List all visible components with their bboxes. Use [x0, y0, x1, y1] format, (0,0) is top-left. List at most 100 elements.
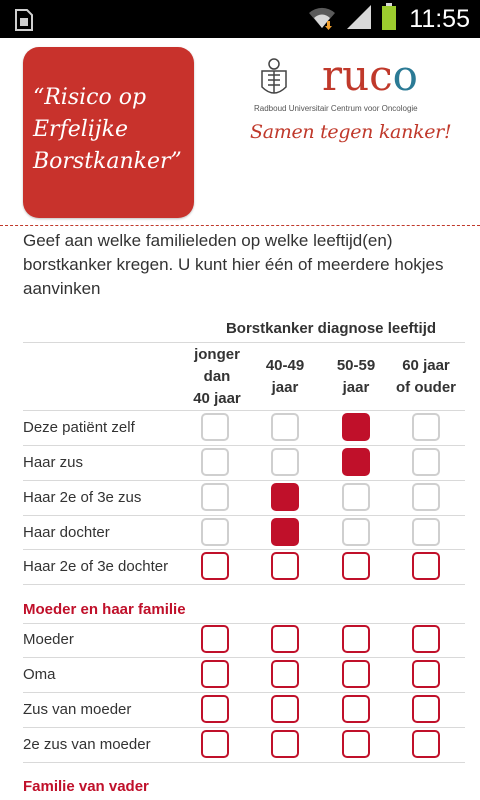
- column-header-line: 40-49: [265, 357, 305, 374]
- checkbox-50-59[interactable]: [342, 483, 370, 511]
- table-row: Haar 2e of 3e dochter: [23, 549, 465, 584]
- checkbox-60-plus[interactable]: [412, 625, 440, 653]
- row-label: Zus van moeder: [23, 701, 132, 718]
- row-divider: [23, 584, 465, 585]
- checkbox-40-49[interactable]: [271, 625, 299, 653]
- brand-subtitle: Radboud Universitair Centrum voor Oncolo…: [254, 104, 418, 113]
- column-header-line: jaar: [271, 379, 299, 396]
- column-header-line: of ouder: [396, 379, 456, 396]
- section-divider: [23, 623, 465, 624]
- row-label: Haar 2e of 3e dochter: [23, 558, 169, 575]
- column-header-line: dan: [203, 368, 231, 385]
- column-header-line: jaar: [342, 379, 370, 396]
- table-row: Moeder: [23, 622, 465, 657]
- column-header-line: 40 jaar: [193, 390, 241, 407]
- column-header-50-59: 50-59 jaar: [320, 355, 392, 399]
- table-row: Deze patiënt zelf: [23, 410, 465, 445]
- row-label: Haar zus: [23, 454, 84, 471]
- checkbox-under-40[interactable]: [201, 660, 229, 688]
- checkbox-40-49[interactable]: [271, 695, 299, 723]
- table-row: Zus van moeder: [23, 692, 465, 727]
- column-header-line: 50-59: [336, 357, 376, 374]
- checkbox-60-plus[interactable]: [412, 660, 440, 688]
- table-row: Oma: [23, 657, 465, 692]
- table-header-divider: [23, 342, 465, 343]
- checkbox-60-plus[interactable]: [412, 483, 440, 511]
- row-divider: [23, 727, 465, 728]
- app-logo-line-1: “Risico op: [33, 85, 147, 110]
- sim-card-icon: [14, 9, 34, 31]
- row-label: Haar 2e of 3e zus: [23, 489, 142, 506]
- section-title-father-family: Familie van vader: [23, 778, 149, 795]
- status-bar: 11:55: [0, 0, 480, 38]
- checkbox-50-59[interactable]: [342, 448, 370, 476]
- checkbox-60-plus[interactable]: [412, 552, 440, 580]
- checkbox-60-plus[interactable]: [412, 695, 440, 723]
- checkbox-40-49[interactable]: [271, 660, 299, 688]
- radboud-emblem-icon: [256, 57, 292, 101]
- checkbox-50-59[interactable]: [342, 660, 370, 688]
- row-label: 2e zus van moeder: [23, 736, 151, 753]
- brand-slogan: Samen tegen kanker!: [250, 121, 452, 143]
- table-row: Haar dochter: [23, 515, 465, 550]
- checkbox-under-40[interactable]: [201, 552, 229, 580]
- row-label: Moeder: [23, 631, 74, 648]
- checkbox-50-59[interactable]: [342, 730, 370, 758]
- row-label: Oma: [23, 666, 56, 683]
- brand-name: ruco: [322, 51, 418, 100]
- row-divider: [23, 657, 465, 658]
- checkbox-50-59[interactable]: [342, 625, 370, 653]
- checkbox-50-59[interactable]: [342, 552, 370, 580]
- checkbox-under-40[interactable]: [201, 695, 229, 723]
- checkbox-40-49[interactable]: [271, 483, 299, 511]
- app-logo-line-2: Erfelijke: [33, 117, 128, 142]
- checkbox-under-40[interactable]: [201, 448, 229, 476]
- column-header-40-49: 40-49 jaar: [249, 355, 321, 399]
- checkbox-under-40[interactable]: [201, 625, 229, 653]
- table-row: Haar zus: [23, 445, 465, 480]
- row-divider: [23, 480, 465, 481]
- column-header-line: jonger: [194, 346, 240, 363]
- intro-text: Geef aan welke familieleden op welke lee…: [23, 231, 444, 298]
- app-logo-line-3: Borstkanker”: [33, 149, 182, 174]
- wifi-icon: [307, 4, 337, 35]
- brand-name-left: ruc: [322, 51, 393, 100]
- table-row: 2e zus van moeder: [23, 727, 465, 762]
- column-header-divider: [23, 410, 465, 411]
- row-divider: [23, 692, 465, 693]
- column-header-under-40: jonger dan 40 jaar: [181, 344, 253, 410]
- checkbox-40-49[interactable]: [271, 448, 299, 476]
- checkbox-40-49[interactable]: [271, 730, 299, 758]
- row-divider: [23, 762, 465, 763]
- signal-icon: [345, 4, 373, 35]
- checkbox-40-49[interactable]: [271, 552, 299, 580]
- checkbox-50-59[interactable]: [342, 518, 370, 546]
- section-title-mother-family: Moeder en haar familie: [23, 601, 186, 618]
- header-divider: [0, 225, 480, 226]
- checkbox-50-59[interactable]: [342, 413, 370, 441]
- row-divider: [23, 445, 465, 446]
- battery-icon: [381, 2, 397, 36]
- checkbox-40-49[interactable]: [271, 518, 299, 546]
- checkbox-50-59[interactable]: [342, 695, 370, 723]
- row-divider: [23, 549, 465, 550]
- row-divider: [23, 515, 465, 516]
- status-time: 11:55: [409, 4, 470, 33]
- brand-name-right: o: [392, 51, 418, 100]
- checkbox-60-plus[interactable]: [412, 448, 440, 476]
- checkbox-under-40[interactable]: [201, 730, 229, 758]
- ruco-brand: ruco Radboud Universitair Centrum voor O…: [250, 51, 470, 150]
- checkbox-60-plus[interactable]: [412, 730, 440, 758]
- checkbox-under-40[interactable]: [201, 518, 229, 546]
- checkbox-under-40[interactable]: [201, 483, 229, 511]
- checkbox-under-40[interactable]: [201, 413, 229, 441]
- table-row: Haar 2e of 3e zus: [23, 480, 465, 515]
- column-header-60-plus: 60 jaar of ouder: [390, 355, 462, 399]
- row-label: Deze patiënt zelf: [23, 419, 135, 436]
- app-logo: “Risico op Erfelijke Borstkanker”: [23, 47, 194, 218]
- row-label: Haar dochter: [23, 524, 110, 541]
- checkbox-60-plus[interactable]: [412, 413, 440, 441]
- column-header-line: 60 jaar: [402, 357, 450, 374]
- checkbox-40-49[interactable]: [271, 413, 299, 441]
- checkbox-60-plus[interactable]: [412, 518, 440, 546]
